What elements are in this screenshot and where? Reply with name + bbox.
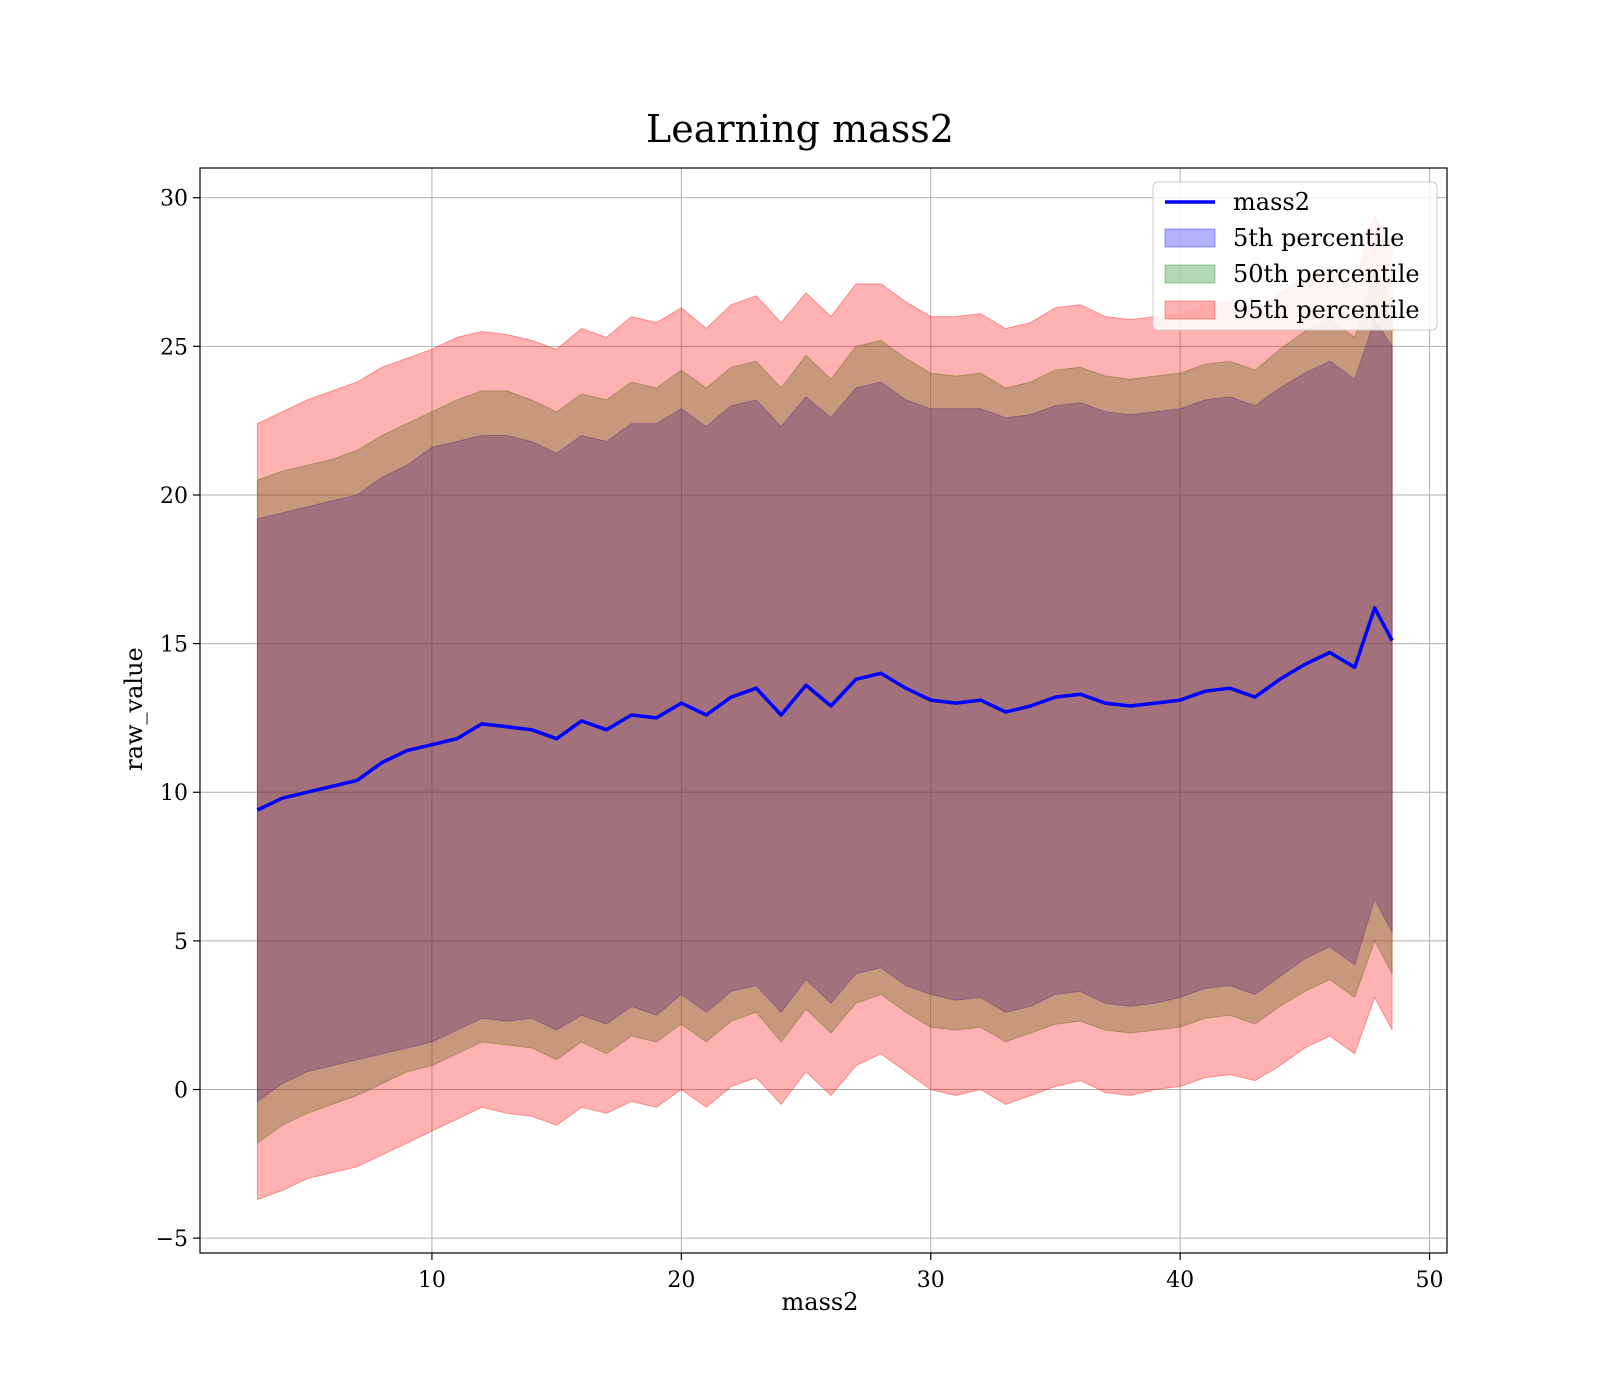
band-5th-percentile [256, 318, 1393, 1103]
series-lines [256, 606, 1394, 812]
x-tick-label: 20 [667, 1268, 695, 1293]
y-tick-label: 0 [174, 1079, 188, 1104]
legend-label: 95th percentile [1233, 296, 1420, 324]
x-axis-ticks: 10 20 30 40 50 [418, 1253, 1444, 1293]
chart-title: Learning mass2 [646, 107, 954, 151]
y-tick-label: 20 [160, 484, 188, 509]
legend: mass2 5th percentile 50th percentile 95th p… [1152, 181, 1438, 331]
legend-swatch [1164, 228, 1216, 248]
x-tick-label: 40 [1166, 1268, 1194, 1293]
x-tick-label: 30 [917, 1268, 945, 1293]
percentile-bands [256, 214, 1393, 1201]
legend-swatch [1164, 264, 1216, 284]
y-tick-label: 15 [160, 633, 188, 658]
y-axis-label: raw_value [120, 647, 148, 771]
legend-label: 50th percentile [1233, 260, 1420, 288]
x-tick-label: 10 [418, 1268, 446, 1293]
legend-label: 5th percentile [1233, 224, 1404, 252]
y-tick-label: −5 [156, 1227, 188, 1252]
legend-label: mass2 [1233, 188, 1310, 216]
y-axis-ticks: −5 0 5 10 15 20 25 30 [156, 187, 200, 1252]
x-tick-label: 50 [1416, 1268, 1444, 1293]
y-tick-label: 5 [174, 930, 188, 955]
y-tick-label: 10 [160, 781, 188, 806]
y-tick-label: 25 [160, 335, 188, 360]
line-mass2 [256, 606, 1394, 812]
x-axis-label: mass2 [782, 1288, 859, 1316]
plot-frame [199, 167, 1448, 1254]
y-tick-label: 30 [160, 187, 188, 212]
legend-box [1152, 181, 1438, 331]
legend-swatch [1164, 300, 1216, 320]
band-50th-percentile [256, 267, 1393, 1144]
band-95th-percentile [256, 214, 1393, 1201]
